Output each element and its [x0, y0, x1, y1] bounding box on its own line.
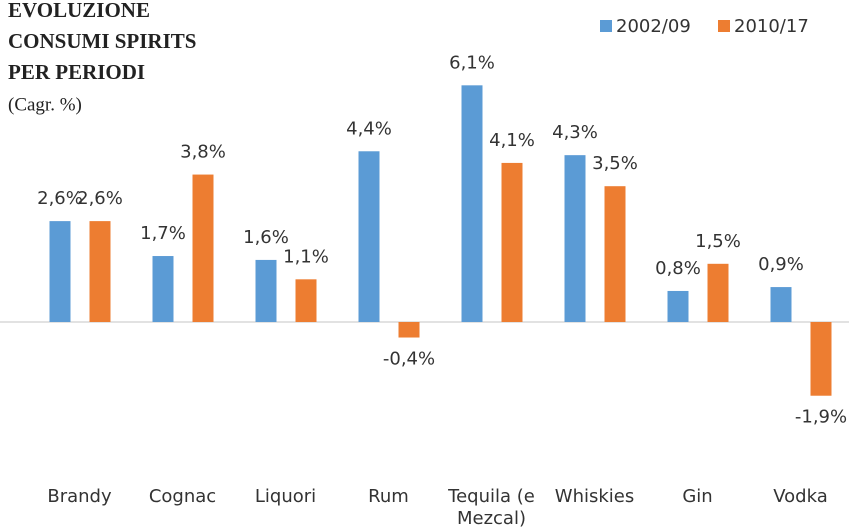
- bar: [667, 290, 689, 322]
- bar: [49, 221, 71, 322]
- legend-label: 2010/17: [734, 16, 809, 37]
- value-label: 4,1%: [489, 130, 535, 151]
- value-label: 0,9%: [758, 254, 804, 275]
- bar: [398, 322, 420, 338]
- value-label: -1,9%: [795, 407, 847, 428]
- chart-title: CONSUMI SPIRITS: [8, 29, 196, 53]
- value-label: -0,4%: [383, 349, 435, 370]
- chart-title: PER PERIODI: [8, 60, 145, 84]
- bar: [461, 85, 483, 322]
- value-label: 6,1%: [449, 52, 495, 73]
- x-tick-label: Brandy: [47, 486, 112, 507]
- value-label: 2,6%: [37, 188, 83, 209]
- bar: [358, 151, 380, 322]
- value-label: 3,5%: [592, 153, 638, 174]
- bar: [564, 155, 586, 322]
- bar: [707, 263, 729, 322]
- bar: [810, 322, 832, 396]
- value-label: 1,7%: [140, 223, 186, 244]
- chart-subtitle: (Cagr. %): [8, 94, 82, 115]
- value-label: 1,1%: [283, 246, 329, 267]
- bar: [89, 221, 111, 322]
- x-tick-label: Cognac: [148, 486, 217, 507]
- value-label: 2,6%: [77, 188, 123, 209]
- bar: [501, 162, 523, 322]
- bar: [295, 279, 317, 322]
- legend-swatch: [600, 20, 612, 32]
- legend-label: 2002/09: [616, 16, 691, 37]
- x-tick-label: Rum: [368, 486, 409, 507]
- legend-swatch: [718, 20, 730, 32]
- value-label: 0,8%: [655, 258, 701, 279]
- bar: [604, 186, 626, 322]
- x-tick-label: Gin: [682, 486, 713, 507]
- x-tick-label: Vodka: [773, 486, 828, 507]
- value-label: 4,4%: [346, 118, 392, 139]
- value-label: 4,3%: [552, 122, 598, 143]
- chart-title: EVOLUZIONE: [8, 0, 150, 22]
- bar: [255, 259, 277, 322]
- x-tick-label: Whiskies: [554, 486, 635, 507]
- x-tick-label: Tequila (e Mezcal): [448, 486, 535, 529]
- value-label: 1,6%: [243, 227, 289, 248]
- value-label: 1,5%: [695, 231, 741, 252]
- bar: [152, 256, 174, 322]
- bar: [770, 287, 792, 322]
- bar: [192, 174, 214, 322]
- x-tick-label: Liquori: [254, 486, 317, 507]
- value-label: 3,8%: [180, 142, 226, 163]
